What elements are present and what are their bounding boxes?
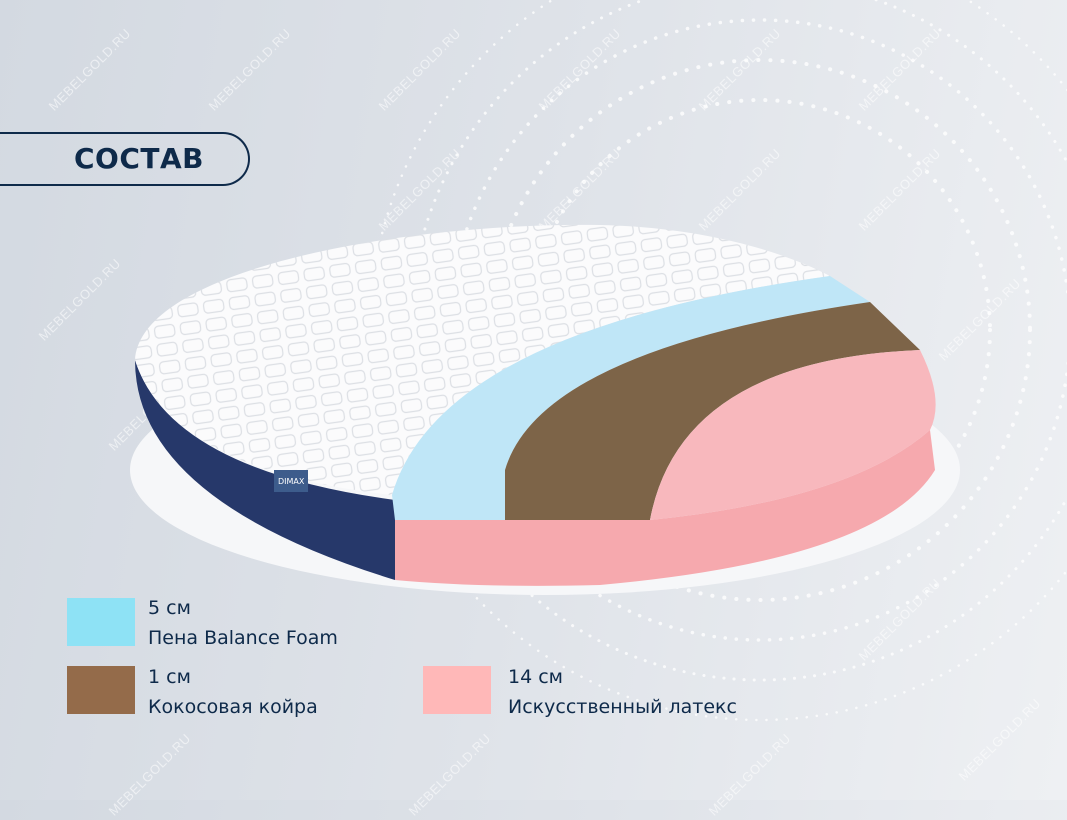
legend-coir-thickness: 1 см	[148, 666, 191, 688]
mattress-side-fabric	[135, 360, 395, 580]
title-frame	[0, 132, 250, 186]
latex-layer-side	[395, 430, 935, 586]
coir-layer	[395, 302, 920, 520]
mattress-top-cover	[135, 224, 830, 495]
latex-layer-top	[650, 350, 936, 520]
legend-swatch-foam	[67, 598, 135, 646]
brand-tag-label: DIMAX	[278, 477, 305, 486]
brand-tag	[274, 470, 308, 492]
legend-coir-material: Кокосовая койра	[148, 696, 318, 718]
legend-foam-material: Пена Balance Foam	[148, 627, 338, 649]
legend-swatch-coir	[67, 666, 135, 714]
mattress-illustration: DIMAX	[135, 224, 936, 586]
legend-swatch-latex	[423, 666, 491, 714]
foam-layer	[392, 276, 870, 520]
legend-latex-thickness: 14 см	[508, 666, 563, 688]
page-title: СОСТАВ	[74, 142, 205, 175]
legend-foam-thickness: 5 см	[148, 597, 191, 619]
legend-latex-material: Искусственный латекс	[508, 696, 737, 718]
